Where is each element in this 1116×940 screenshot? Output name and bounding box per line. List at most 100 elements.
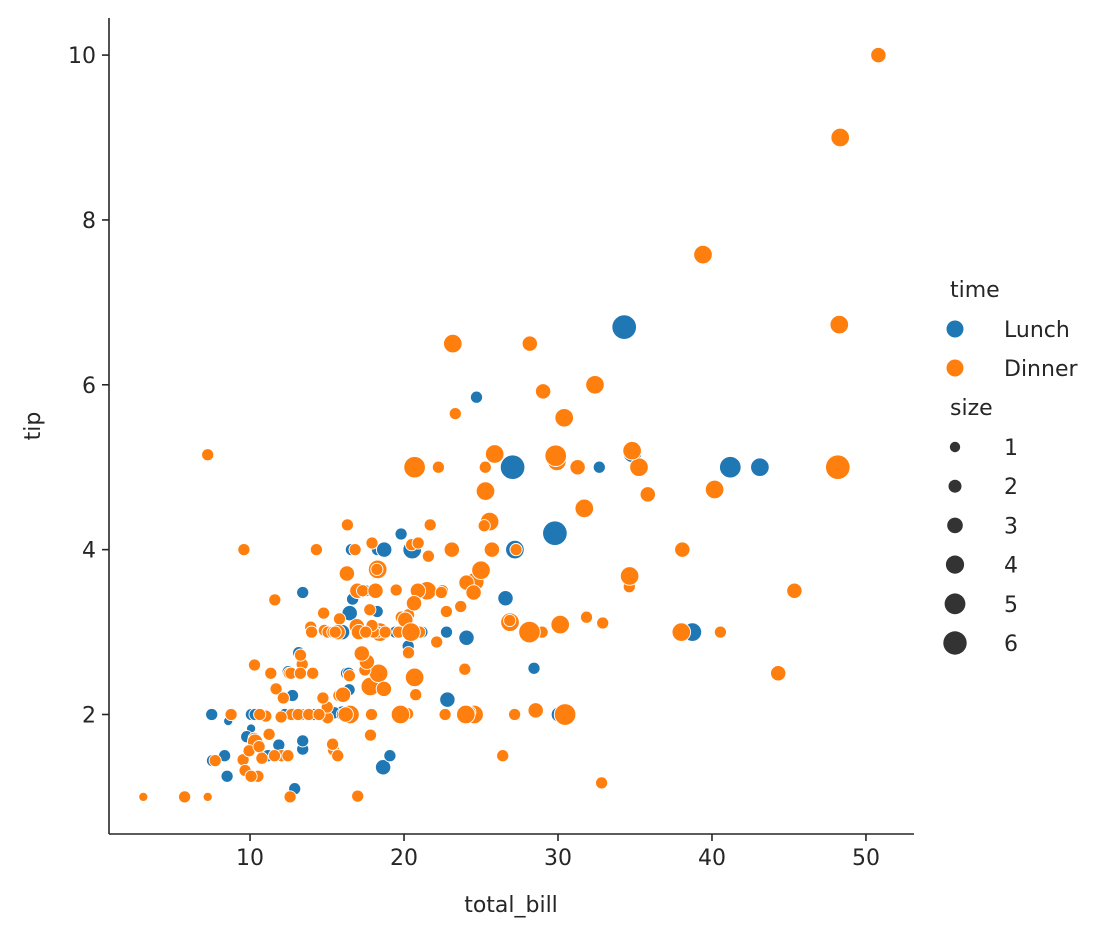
point-dinner-152 [484, 444, 505, 464]
ticks-layer: 10 20 30 40 50 2 4 6 8 10 [68, 44, 880, 871]
point-dinner-48 [527, 702, 544, 719]
point-dinner-56 [671, 622, 692, 642]
point-dinner-150 [411, 536, 425, 550]
point-dinner-156 [267, 749, 282, 763]
point-lunch-131 [527, 661, 541, 675]
point-dinner-149 [434, 585, 448, 600]
point-dinner-157 [208, 754, 222, 768]
point-dinner-39 [569, 459, 586, 476]
points-layer [138, 46, 887, 804]
point-dinner-33 [404, 667, 425, 688]
point-lunch-65 [497, 590, 514, 607]
point-dinner-121 [252, 740, 266, 754]
point-dinner-0 [351, 789, 365, 803]
point-dinner-11 [629, 457, 649, 477]
point-dinner-101 [356, 584, 370, 598]
x-tick-label-10: 10 [236, 846, 264, 871]
legend-size-marker-2 [948, 479, 962, 493]
point-dinner-95 [309, 543, 323, 557]
point-dinner-171 [639, 486, 656, 503]
point-dinner-175 [363, 728, 378, 742]
point-dinner-137 [713, 625, 727, 639]
point-dinner-88 [770, 665, 787, 682]
point-dinner-52 [622, 440, 642, 461]
point-dinner-160 [401, 622, 421, 642]
point-dinner-141 [367, 582, 384, 599]
legend-size-label-4: 4 [1004, 554, 1018, 579]
point-dinner-148 [269, 682, 283, 696]
y-tick-label-2: 2 [82, 703, 96, 728]
point-lunch-1 [439, 625, 454, 639]
point-dinner-177 [405, 595, 423, 612]
point-dinner-155 [518, 620, 541, 644]
y-axis-label: tip [21, 412, 46, 441]
legend-label-lunch: Lunch [1004, 318, 1070, 343]
legend-size-marker-5 [944, 593, 966, 615]
point-dinner-34 [363, 603, 377, 617]
point-dinner-134 [448, 407, 462, 421]
point-dinner-57 [496, 749, 510, 763]
point-dinner-85 [281, 749, 295, 763]
point-dinner-96 [305, 625, 319, 639]
point-dinner-51 [247, 658, 262, 672]
point-lunch-150 [719, 455, 742, 479]
point-dinner-161 [293, 648, 308, 662]
point-dinner-100 [483, 541, 501, 558]
point-dinner-163 [456, 704, 476, 725]
point-dinner-78 [178, 790, 192, 804]
legend-size-marker-6 [943, 631, 967, 655]
point-dinner-138 [403, 455, 426, 479]
point-lunch-151 [499, 454, 526, 480]
point-lunch-161 [220, 769, 234, 783]
point-dinner-136 [443, 333, 463, 354]
point-lunch-170 [383, 749, 397, 763]
legend-size-label-6: 6 [1004, 632, 1018, 657]
point-dinner-59 [829, 314, 850, 335]
point-dinner-124 [332, 612, 347, 626]
point-dinner-73 [478, 460, 492, 474]
point-dinner-130 [312, 707, 326, 722]
point-dinner-66 [342, 669, 356, 683]
point-dinner-115 [337, 706, 354, 723]
y-tick-label-10: 10 [68, 44, 96, 69]
point-dinner-17 [338, 565, 356, 582]
axes-layer [108, 18, 914, 835]
point-dinner-168 [244, 769, 258, 783]
point-dinner-6 [224, 707, 238, 722]
point-dinner-123 [870, 46, 887, 64]
point-dinner-166 [255, 751, 269, 765]
point-dinner-125 [201, 448, 215, 462]
y-tick-label-6: 6 [82, 374, 96, 399]
point-dinner-80 [439, 604, 453, 619]
point-dinner-93 [477, 519, 491, 533]
legend-size-label-3: 3 [1004, 514, 1018, 539]
point-dinner-142 [443, 541, 460, 558]
point-dinner-178 [423, 518, 437, 532]
legend-size-entries: 1 2 3 4 5 6 [943, 436, 1018, 657]
point-dinner-119 [409, 688, 423, 702]
point-dinner-176 [378, 625, 392, 639]
point-dinner-172 [534, 383, 552, 400]
point-dinner-47 [585, 375, 605, 395]
point-dinner-109 [825, 454, 851, 480]
x-tick-label-20: 20 [390, 846, 418, 871]
point-dinner-46 [431, 460, 445, 474]
point-dinner-135 [786, 582, 803, 599]
point-dinner-126 [579, 610, 594, 624]
legend-size-title: size [950, 396, 993, 421]
point-dinner-38 [375, 680, 393, 698]
point-dinner-167 [328, 625, 342, 639]
point-lunch-154 [374, 759, 392, 776]
point-dinner-128 [596, 616, 610, 630]
point-lunch-130 [394, 527, 408, 541]
point-dinner-58 [262, 727, 276, 741]
point-dinner-173 [508, 707, 522, 722]
legend-marker-lunch [946, 320, 964, 338]
point-dinner-162 [430, 635, 444, 649]
point-dinner-151 [326, 737, 340, 751]
legend-size-label-2: 2 [1004, 475, 1018, 500]
point-lunch-149 [611, 314, 637, 340]
point-lunch-173 [439, 691, 456, 708]
